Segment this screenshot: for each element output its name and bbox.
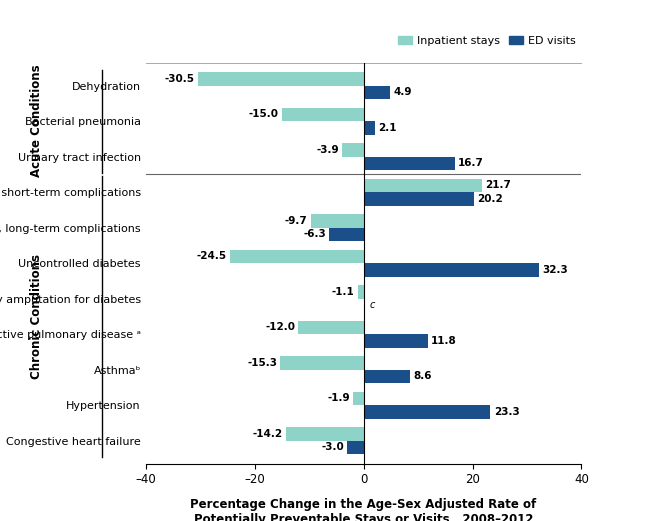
Text: 23.3: 23.3 [494, 407, 519, 417]
Text: -3.0: -3.0 [321, 442, 344, 452]
Bar [342, 143, 364, 157]
Text: 16.7: 16.7 [458, 158, 484, 168]
Text: 11.8: 11.8 [431, 336, 457, 346]
Bar [364, 263, 539, 277]
Text: c: c [369, 300, 375, 311]
Text: -1.9: -1.9 [328, 393, 350, 403]
Bar [311, 214, 364, 228]
Text: -15.3: -15.3 [247, 358, 277, 368]
Bar [329, 228, 364, 241]
Text: -9.7: -9.7 [285, 216, 307, 226]
Bar [280, 356, 364, 369]
Text: 32.3: 32.3 [543, 265, 568, 275]
Text: 20.2: 20.2 [477, 194, 503, 204]
Text: -30.5: -30.5 [164, 74, 194, 84]
Bar [282, 108, 364, 121]
Text: -3.9: -3.9 [317, 145, 339, 155]
Text: Chronic Conditions: Chronic Conditions [30, 254, 43, 379]
Bar [230, 250, 364, 263]
Text: 2.1: 2.1 [379, 123, 397, 133]
Bar [353, 392, 364, 405]
Legend: Inpatient stays, ED visits: Inpatient stays, ED visits [399, 36, 576, 46]
Bar [364, 369, 410, 383]
Bar [286, 427, 364, 441]
Bar [198, 72, 364, 85]
Bar [364, 157, 455, 170]
Bar [364, 405, 490, 418]
Text: -24.5: -24.5 [197, 251, 227, 262]
Text: -1.1: -1.1 [331, 287, 355, 297]
Text: -12.0: -12.0 [265, 322, 295, 332]
Bar [364, 334, 428, 348]
Bar [298, 320, 364, 334]
Text: -6.3: -6.3 [304, 229, 326, 239]
Text: -14.2: -14.2 [253, 429, 283, 439]
X-axis label: Percentage Change in the Age-Sex Adjusted Rate of
Potentially Preventable Stays : Percentage Change in the Age-Sex Adjuste… [191, 498, 537, 521]
Text: Acute Conditions: Acute Conditions [30, 65, 43, 178]
Bar [364, 121, 375, 134]
Text: 8.6: 8.6 [413, 371, 432, 381]
Bar [364, 85, 390, 99]
Bar [348, 441, 364, 454]
Text: 21.7: 21.7 [485, 180, 511, 190]
Bar [358, 285, 364, 299]
Bar [364, 192, 474, 206]
Bar [364, 179, 482, 192]
Text: 4.9: 4.9 [393, 88, 412, 97]
Text: -15.0: -15.0 [249, 109, 278, 119]
